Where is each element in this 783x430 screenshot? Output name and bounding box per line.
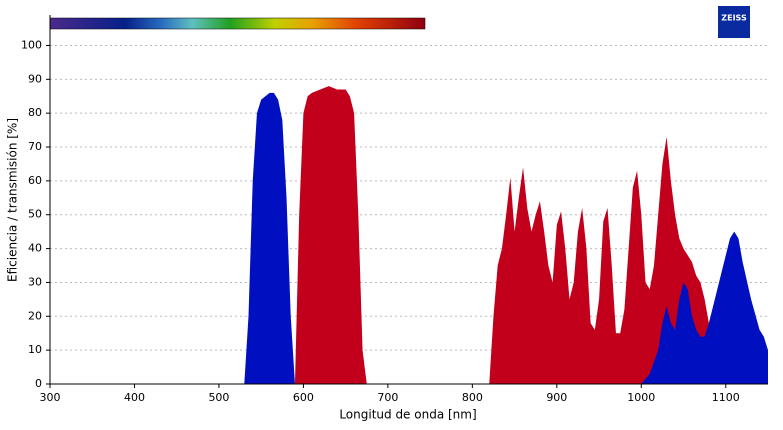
area <box>294 86 714 385</box>
logo-box <box>718 6 750 38</box>
x-tick-label: 500 <box>208 391 229 404</box>
y-tick-label: 50 <box>28 208 42 221</box>
area <box>244 92 768 384</box>
y-tick-label: 10 <box>28 343 42 356</box>
y-tick-label: 0 <box>35 377 42 390</box>
y-tick-label: 30 <box>28 275 42 288</box>
logo: ZEISS <box>721 14 747 23</box>
x-tick-label: 900 <box>546 391 567 404</box>
x-tick-label: 800 <box>462 391 483 404</box>
x-tick-label: 700 <box>377 391 398 404</box>
y-axis-label: Eficiencia / transmisión [%] <box>6 118 20 282</box>
y-tick-label: 100 <box>21 38 42 51</box>
x-tick-label: 600 <box>293 391 314 404</box>
y-tick-label: 90 <box>28 72 42 85</box>
spectrum-bar <box>49 17 426 30</box>
y-tick-label: 60 <box>28 174 42 187</box>
x-tick-label: 1000 <box>627 391 655 404</box>
x-tick-label: 300 <box>40 391 61 404</box>
x-tick-label: 1100 <box>712 391 740 404</box>
x-tick-label: 400 <box>124 391 145 404</box>
y-tick-label: 40 <box>28 242 42 255</box>
y-tick-label: 80 <box>28 106 42 119</box>
y-tick-label: 20 <box>28 309 42 322</box>
x-axis-label: Longitud de onda [nm] <box>339 408 476 422</box>
y-tick-label: 70 <box>28 140 42 153</box>
